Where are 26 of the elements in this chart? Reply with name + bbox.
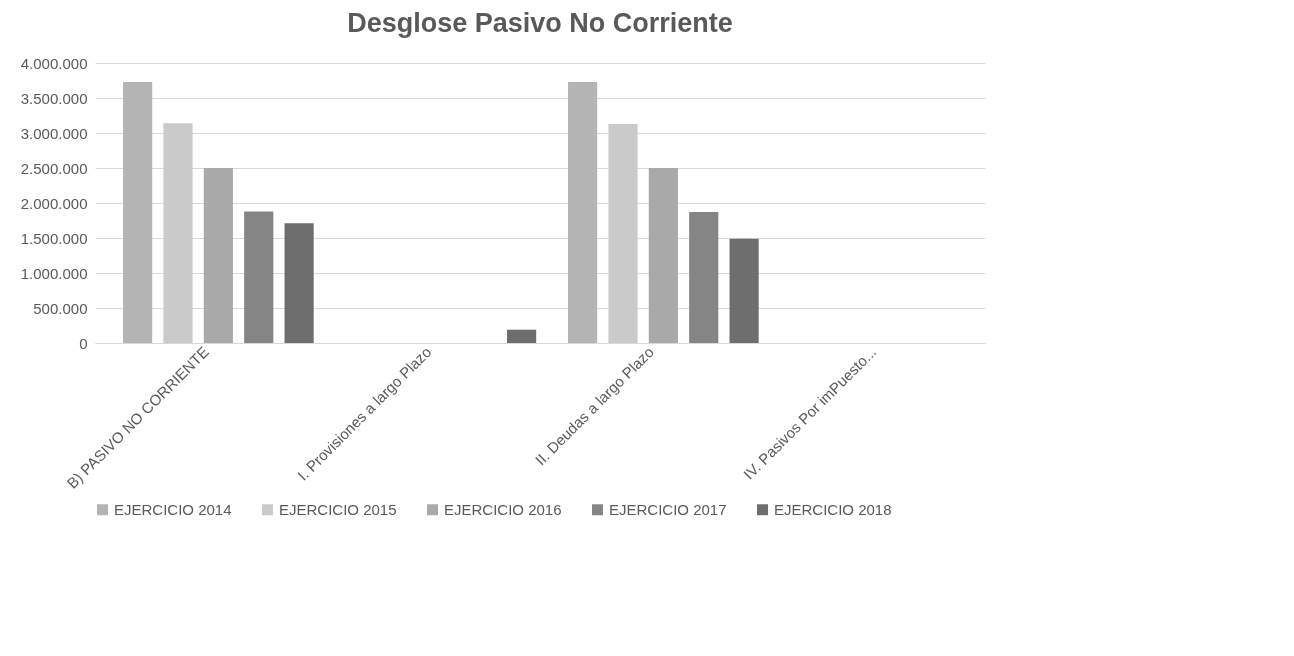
bar [203, 168, 233, 343]
bar [689, 212, 719, 343]
bar [729, 238, 759, 343]
y-tick-label: 2.500.000 [20, 159, 88, 177]
bar [507, 329, 537, 343]
y-tick-label: 3.000.000 [20, 124, 88, 142]
bar [163, 123, 193, 343]
y-tick-label: 0 [79, 334, 88, 352]
y-tick-label: 4.000.000 [20, 54, 88, 72]
chart-title: Desglose Pasivo No Corriente [347, 8, 733, 38]
bar [608, 123, 638, 343]
bar [648, 168, 678, 343]
legend-label: EJERCICIO 2018 [774, 500, 892, 518]
y-tick-label: 500.000 [33, 299, 88, 317]
y-tick-label: 3.500.000 [20, 89, 88, 107]
legend-label: EJERCICIO 2015 [279, 500, 397, 518]
bar [123, 81, 153, 343]
y-tick-label: 2.000.000 [20, 194, 88, 212]
y-tick-label: 1.000.000 [20, 264, 88, 282]
legend-label: EJERCICIO 2016 [444, 500, 562, 518]
bar [568, 81, 598, 343]
legend-label: EJERCICIO 2014 [114, 500, 232, 518]
legend-label: EJERCICIO 2017 [609, 500, 727, 518]
bar [284, 223, 314, 343]
y-tick-label: 1.500.000 [20, 229, 88, 247]
bar [244, 211, 274, 343]
